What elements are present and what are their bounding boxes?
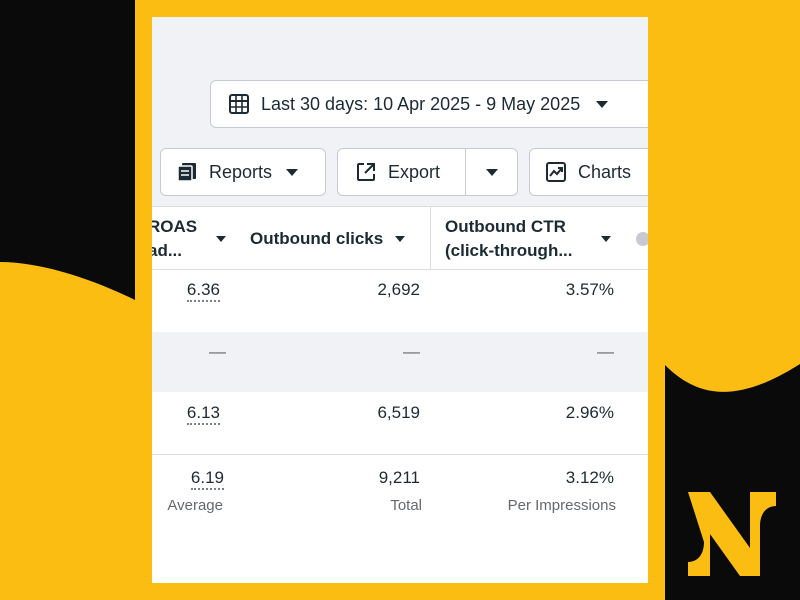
table-row[interactable]: — — — [152,332,648,392]
caret-down-icon [395,235,406,242]
date-range-label: Last 30 days: 10 Apr 2025 - 9 May 2025 [261,93,581,114]
outbound-ctr-cell: — [597,342,614,361]
roas-cell: 6.36 [186,280,220,302]
logo [688,492,776,576]
column-header-roas-line1: ROAS [152,216,198,236]
reports-label: Reports [209,161,273,182]
column-header-outbound-ctr[interactable]: Outbound CTR (click-through... [430,207,648,270]
column-header-outbound-clicks-label: Outbound clicks [250,228,384,248]
ads-manager-panel: Last 30 days: 10 Apr 2025 - 9 May 2025 R… [152,17,648,583]
table-row[interactable]: 6.36 2,692 3.57% [152,270,648,332]
roas-summary-note: Average [167,497,223,514]
calendar-grid-icon [227,92,251,116]
export-dropdown-button[interactable] [465,148,518,196]
charts-button[interactable]: Charts [529,148,648,196]
column-header-ctr-line1: Outbound CTR [445,216,566,236]
table-row[interactable]: 6.13 6,519 2.96% [152,392,648,454]
export-icon [354,160,378,184]
add-column-icon[interactable] [636,231,648,246]
outbound-ctr-cell: 2.96% [565,403,614,422]
caret-down-icon [216,235,226,242]
column-header-ctr-line2: (click-through... [445,240,573,260]
caret-down-icon [286,168,299,176]
summary-row: 6.19 Average 9,211 Total 3.12% Per Impre… [152,454,648,535]
roas-cell: — [209,342,226,361]
reports-icon [175,160,199,184]
outbound-clicks-cell: 6,519 [377,403,420,422]
charts-icon [544,160,568,184]
outbound-clicks-cell: 2,692 [377,280,420,299]
export-button[interactable]: Export [337,148,467,196]
reports-button[interactable]: Reports [160,148,326,196]
outbound-clicks-cell: — [403,342,420,361]
table-header: ROAS ad... Outbound clicks Outbound CTR … [152,206,648,270]
charts-label: Charts [578,161,632,182]
export-label: Export [388,161,441,182]
roas-summary-value: 6.19 [190,468,224,490]
outbound-clicks-summary-note: Total [390,497,422,514]
column-header-roas[interactable]: ROAS ad... [152,207,232,270]
column-header-outbound-clicks[interactable]: Outbound clicks [250,207,430,270]
column-header-roas-line2: ad... [152,240,183,260]
outbound-ctr-summary-note: Per Impressions [507,497,616,514]
roas-cell: 6.13 [186,403,220,425]
outbound-ctr-cell: 3.57% [565,280,614,299]
caret-down-icon [485,168,498,176]
outbound-ctr-summary-value: 3.12% [565,468,614,487]
caret-down-icon [601,235,611,242]
caret-down-icon [596,100,609,108]
outbound-clicks-summary-value: 9,211 [378,468,420,487]
date-range-button[interactable]: Last 30 days: 10 Apr 2025 - 9 May 2025 [210,80,648,128]
